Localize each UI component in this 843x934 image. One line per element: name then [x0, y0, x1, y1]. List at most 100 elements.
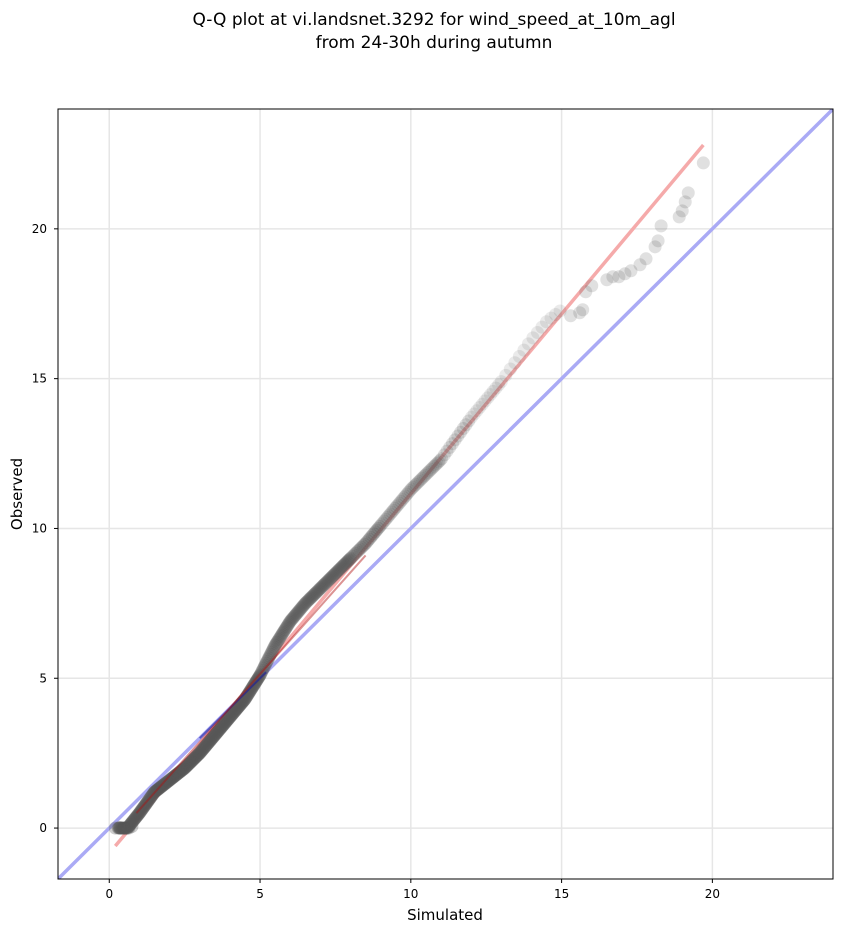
scatter-point-142: [197, 741, 211, 755]
scatter-point-161: [208, 727, 222, 741]
scatter-point-67: [152, 782, 166, 796]
scatter-point-302: [313, 581, 327, 595]
scatter-point-374: [401, 485, 415, 499]
scatter-point-12: [119, 821, 133, 835]
scatter-point-93: [167, 769, 181, 783]
scatter-point-276: [290, 606, 304, 620]
scatter-point-310: [321, 574, 335, 588]
scatter-point-446: [624, 264, 638, 278]
scatter-point-283: [296, 599, 310, 613]
scatter-point-290: [302, 592, 316, 606]
scatter-point-323: [332, 563, 346, 577]
scatter-point-456: [696, 156, 710, 170]
scatter-point-156: [205, 731, 219, 745]
scatter-point-335: [343, 552, 357, 566]
scatter-point-338: [347, 548, 361, 562]
scatter-point-116: [181, 758, 195, 772]
scatter-point-137: [194, 745, 208, 759]
scatter-point-20: [123, 817, 137, 831]
scatter-point-184: [222, 711, 236, 725]
scatter-point-81: [160, 775, 174, 789]
x-tick-label-2: 10: [403, 887, 418, 901]
x-axis-ticks: 0 5 10 15 20: [105, 879, 720, 901]
scatter-point-221: [245, 682, 259, 696]
scatter-point-25: [126, 814, 140, 828]
scatter-point-337: [346, 549, 360, 563]
scatter-point-406: [462, 414, 476, 428]
scatter-point-35: [132, 806, 146, 820]
fit-line: [113, 143, 705, 848]
scatter-point-316: [326, 569, 340, 583]
scatter-point-415: [486, 384, 500, 398]
scatter-point-395: [433, 453, 447, 467]
scatter-point-30: [129, 810, 143, 824]
scatter-point-387: [421, 465, 435, 479]
scatter-point-134: [192, 747, 206, 761]
scatter-point-322: [331, 563, 345, 577]
scatter-point-114: [180, 759, 194, 773]
x-axis-label: Simulated: [407, 906, 483, 924]
scatter-point-82: [161, 775, 175, 789]
scatter-point-443: [606, 270, 620, 284]
scatter-point-299: [311, 584, 325, 598]
scatter-point-261: [276, 625, 290, 639]
scatter-point-180: [220, 714, 234, 728]
scatter-point-320: [330, 565, 344, 579]
scatter-point-95: [169, 768, 183, 782]
scatter-point-98: [170, 767, 184, 781]
scatter-point-110: [178, 761, 192, 775]
scatter-point-32: [131, 808, 145, 822]
fit-line-group: [113, 143, 705, 848]
scatter-point-371: [397, 491, 411, 505]
y-tick-label-2: 10: [32, 521, 47, 535]
scatter-point-258: [274, 630, 288, 644]
scatter-point-138: [195, 744, 209, 758]
scatter-point-246: [263, 649, 277, 663]
scatter-point-159: [207, 729, 221, 743]
scatter-point-264: [279, 621, 293, 635]
chart-title-line-1: Q-Q plot at vi.landsnet.3292 for wind_sp…: [192, 10, 675, 30]
scatter-point-49: [141, 794, 155, 808]
scatter-point-241: [258, 658, 272, 672]
scatter-point-193: [228, 704, 242, 718]
scatter-point-383: [415, 471, 429, 485]
scatter-point-315: [325, 570, 339, 584]
scatter-point-451: [654, 219, 668, 233]
scatter-point-52: [143, 792, 157, 806]
scatter-point-107: [176, 763, 190, 777]
identity-line: [58, 109, 833, 879]
scatter-point-381: [412, 474, 426, 488]
scatter-point-112: [179, 760, 193, 774]
scatter-point-256: [272, 633, 286, 647]
scatter-point-56: [145, 788, 159, 802]
y-axis-ticks: 0 5 10 15 20: [32, 222, 58, 835]
scatter-point-157: [206, 730, 220, 744]
scatter-point-420: [503, 362, 517, 376]
scatter-point-101: [172, 765, 186, 779]
scatter-point-222: [245, 681, 259, 695]
scatter-point-64: [150, 783, 164, 797]
scatter-point-240: [257, 660, 271, 674]
scatter-point-272: [286, 611, 300, 625]
scatter-point-231: [251, 672, 265, 686]
scatter-point-28: [128, 811, 142, 825]
scatter-point-455: [681, 186, 695, 200]
scatter-point-245: [262, 651, 276, 665]
scatter-point-319: [329, 566, 343, 580]
scatter-point-71: [154, 780, 168, 794]
scatter-point-396: [435, 452, 449, 466]
scatter-point-84: [162, 774, 176, 788]
scatter-points: [108, 156, 710, 835]
scatter-point-29: [129, 811, 143, 825]
scatter-point-412: [478, 394, 492, 408]
scatter-point-277: [291, 605, 305, 619]
scatter-point-304: [315, 580, 329, 594]
scatter-point-182: [221, 712, 235, 726]
scatter-point-191: [227, 706, 241, 720]
scatter-point-63: [149, 784, 163, 798]
scatter-point-411: [475, 397, 489, 411]
scatter-point-342: [353, 542, 367, 556]
scatter-point-18: [122, 819, 136, 833]
scatter-point-440: [579, 285, 593, 299]
scatter-point-263: [278, 622, 292, 636]
